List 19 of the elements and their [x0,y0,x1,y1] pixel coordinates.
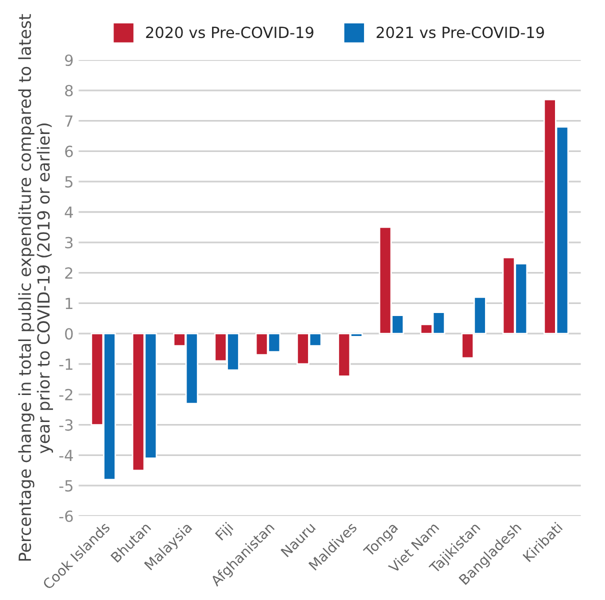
y-tick-label: 9 [65,54,73,66]
y-tick-label: 2 [65,267,72,279]
legend-label: 2020 vs Pre-COVID-19 [146,26,314,38]
y-tick-label: -5 [59,480,72,492]
y-tick-label: -4 [59,450,73,462]
legend-label: 2021 vs Pre-COVID-19 [376,26,544,38]
y-tick-label: -2 [59,388,72,400]
y-tick-label: -3 [59,419,73,431]
y-tick-label: 0 [65,328,73,340]
y-tick-label: 7 [65,115,72,127]
y-tick-label: 4 [64,206,73,218]
y-tick-label: -6 [59,510,73,522]
y-tick-label: 3 [65,236,73,248]
y-tick-label: 8 [65,84,73,96]
y-tick-label: 1 [66,298,72,310]
y-tick-label: -1 [59,358,72,370]
y-axis-title: Percentage change in total public expenditure compared to latest year prior to COVID-19 (2019 or earlier) [18,14,53,561]
y-tick-label: 5 [65,176,72,188]
y-tick-label: 6 [65,146,73,158]
